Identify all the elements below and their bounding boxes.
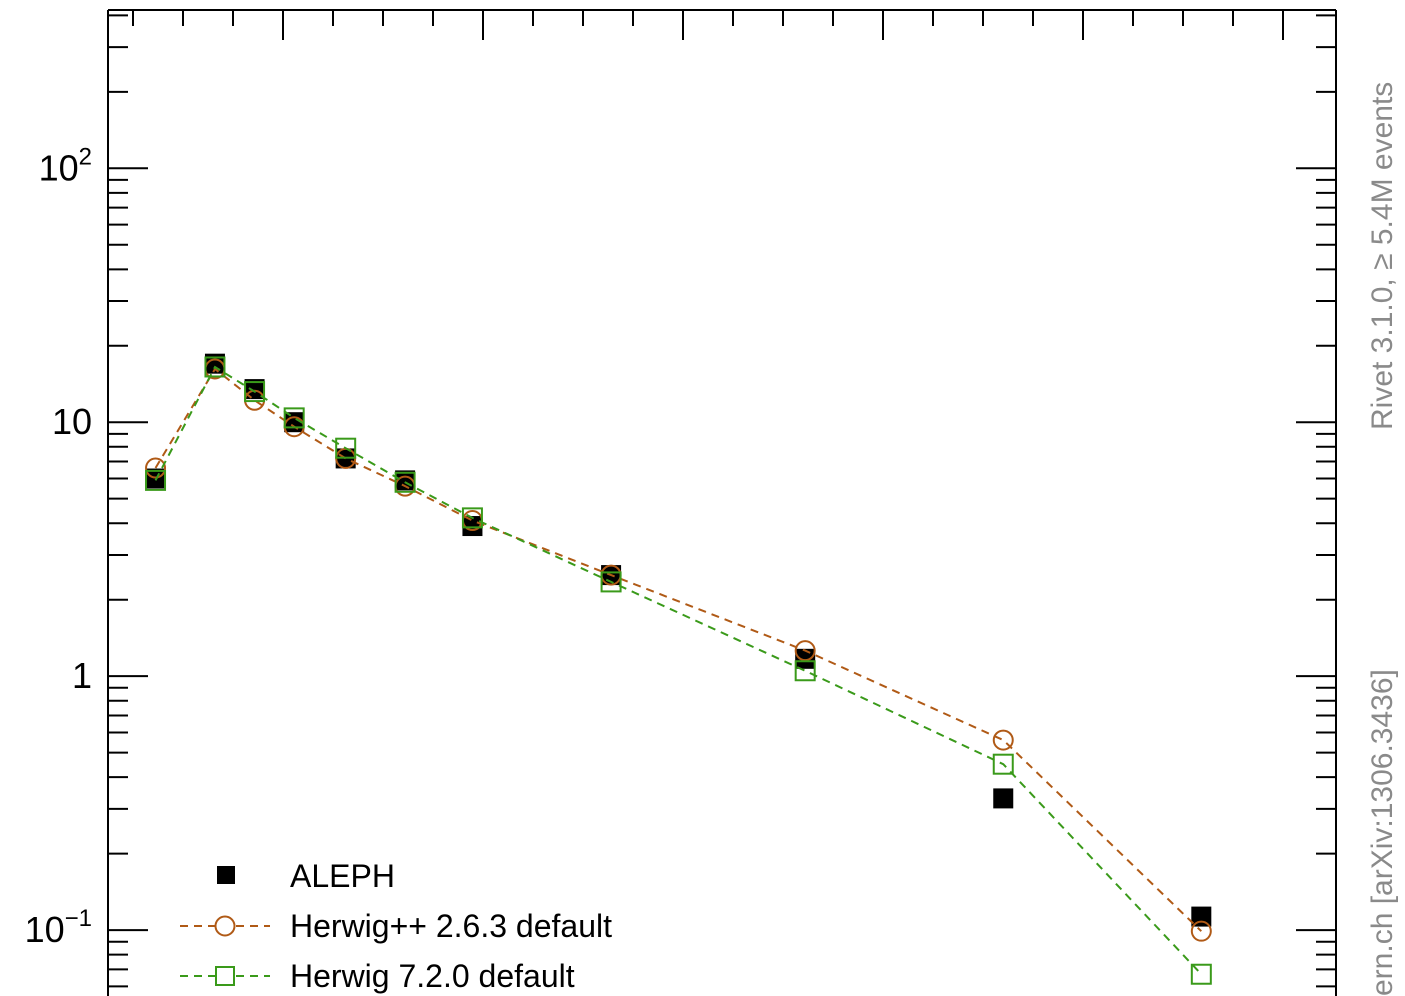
series-2-point xyxy=(145,469,167,491)
legend-marker-aleph xyxy=(217,866,235,884)
series-2-point xyxy=(394,471,416,493)
y-tick-label-2: 1 xyxy=(72,655,92,696)
side-label-rivet: Rivet 3.1.0, ≥ 5.4M events xyxy=(1366,82,1399,430)
y-axis-ticks xyxy=(108,14,1336,988)
series-0-point xyxy=(993,788,1014,809)
legend-label-herwig7: Herwig 7.2.0 default xyxy=(290,958,575,994)
series-1-point xyxy=(1190,920,1212,942)
series-2-point xyxy=(244,381,266,403)
legend-marker-herwig7 xyxy=(215,966,235,986)
series-2-point xyxy=(1190,963,1212,985)
series-0-point xyxy=(204,353,225,374)
side-label-reference: ern.ch [arXiv:1306.3436] xyxy=(1366,669,1399,996)
y-tick-label-1: 10 xyxy=(52,401,92,442)
series-0-point xyxy=(244,379,265,400)
plot-frame xyxy=(107,9,1337,996)
series-2-line xyxy=(154,365,1203,975)
series-2-point xyxy=(461,507,483,529)
y-tick-label-0: 102 xyxy=(39,143,92,188)
series-2-point xyxy=(600,571,622,593)
legend: ALEPH Herwig++ 2.6.3 default Herwig 7.2.… xyxy=(180,858,612,994)
series-0-point xyxy=(795,648,816,669)
series-1-point xyxy=(992,729,1014,751)
series-0-point xyxy=(462,516,483,537)
series-1-line xyxy=(154,367,1202,932)
y-tick-label-3: 10−1 xyxy=(25,905,92,950)
series-2-point xyxy=(794,660,816,682)
series-2-point xyxy=(204,356,226,378)
series-2-point xyxy=(992,753,1014,775)
legend-marker-herwigpp xyxy=(214,915,236,937)
series-1-point xyxy=(794,640,816,662)
series-1-point xyxy=(145,457,167,479)
series-layer xyxy=(145,353,1212,985)
legend-label-aleph: ALEPH xyxy=(290,858,395,894)
series-2-point xyxy=(283,407,305,429)
y-axis-tick-labels: 102 10 1 10−1 xyxy=(25,143,92,950)
x-axis-ticks xyxy=(132,10,1284,40)
series-2-point xyxy=(335,437,357,459)
legend-label-herwigpp: Herwig++ 2.6.3 default xyxy=(290,908,612,944)
series-0-point xyxy=(1191,906,1212,927)
